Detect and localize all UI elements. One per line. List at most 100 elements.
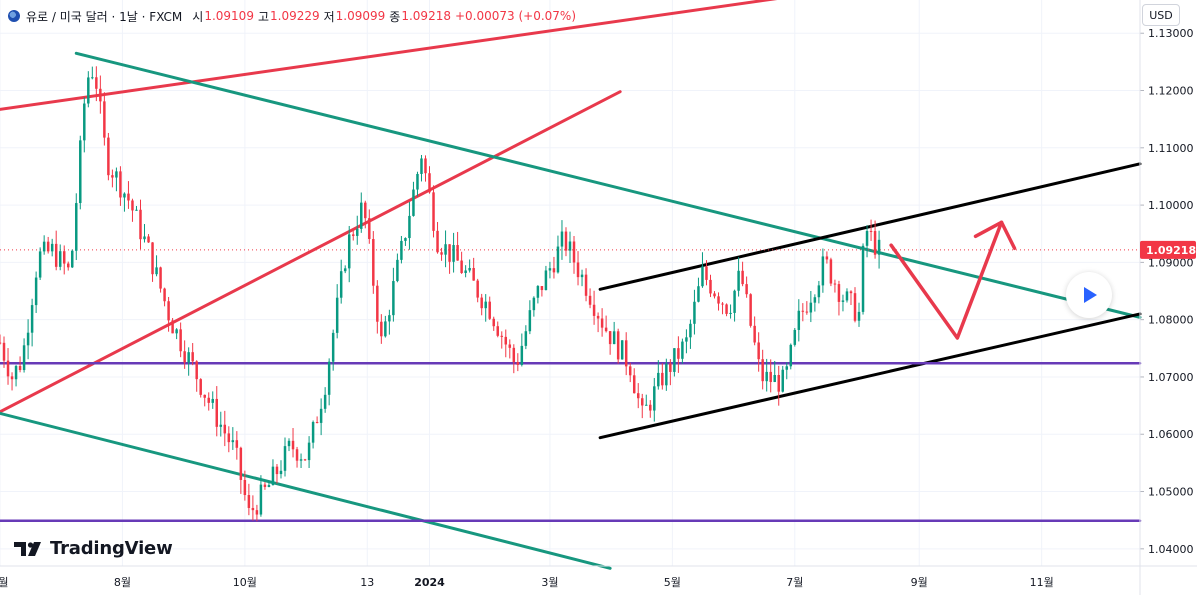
candle-body <box>548 268 552 271</box>
candle-body <box>239 447 243 480</box>
candle-body <box>50 243 54 252</box>
candle-body <box>255 510 259 515</box>
candle-body <box>588 295 592 305</box>
candle-body <box>259 484 263 515</box>
candle-body <box>26 332 30 346</box>
candle-body <box>343 268 347 272</box>
candle-body <box>432 192 435 231</box>
currency-button[interactable]: USD <box>1142 4 1180 26</box>
y-tick-label: 1.08000 <box>1148 314 1194 327</box>
candle-body <box>199 379 202 395</box>
candle-body <box>725 304 728 314</box>
candle-body <box>821 256 825 286</box>
replay-button[interactable] <box>1066 272 1112 318</box>
candle-body <box>721 303 724 305</box>
candle-body <box>30 305 34 333</box>
candle-body <box>356 228 359 236</box>
close-value: 1.09218 <box>401 9 451 23</box>
candle-body <box>54 243 58 267</box>
candle-body <box>592 304 596 316</box>
candle-body <box>171 320 174 334</box>
candle-body <box>400 240 403 260</box>
candle-body <box>673 348 676 372</box>
candle-body <box>219 424 223 427</box>
candle-body <box>544 270 548 291</box>
candle-body <box>195 361 198 380</box>
candle-body <box>380 321 383 337</box>
candle-body <box>456 245 459 261</box>
candle-body <box>749 294 752 326</box>
candle-body <box>596 315 600 319</box>
candles <box>0 66 881 522</box>
candle-body <box>416 173 419 190</box>
candle-body <box>813 297 817 303</box>
candle-body <box>600 318 604 328</box>
candle-body <box>42 241 46 252</box>
candle-body <box>641 398 644 406</box>
candle-body <box>584 274 588 296</box>
candle-body <box>496 326 499 336</box>
candle-body <box>335 297 339 333</box>
candle-body <box>95 77 98 89</box>
candle-body <box>155 267 158 275</box>
candle-body <box>488 301 491 319</box>
candle-body <box>159 267 162 289</box>
x-tick-label: 8월 <box>114 576 131 589</box>
drawing-layer <box>0 0 1142 570</box>
candle-body <box>612 331 616 345</box>
candle-body <box>307 442 311 461</box>
candle-body <box>6 360 10 377</box>
candle-body <box>572 241 576 263</box>
tradingview-logo-icon <box>14 541 41 556</box>
candle-body <box>552 268 556 273</box>
candle-body <box>737 270 740 291</box>
candle-body <box>227 433 231 443</box>
candle-body <box>869 231 873 233</box>
candle-body <box>163 288 166 302</box>
candle-body <box>508 344 512 348</box>
trendline-red-rising-lower <box>0 90 622 414</box>
candle-body <box>311 422 315 443</box>
candle-body <box>444 244 447 255</box>
candle-body <box>661 372 664 386</box>
candle-body <box>131 200 134 211</box>
candle-body <box>376 285 379 322</box>
candle-body <box>709 279 712 294</box>
candle-body <box>604 327 608 332</box>
candle-body <box>829 259 833 284</box>
low-label: 저 <box>323 9 335 24</box>
candle-body <box>733 290 736 313</box>
candle-body <box>560 231 564 247</box>
candle-body <box>440 252 443 255</box>
candle-body <box>412 189 415 216</box>
symbol-title[interactable]: 유로 / 미국 달러 · 1날 · FXCM <box>26 9 183 24</box>
brand-name: TradingView <box>50 538 173 559</box>
candle-body <box>492 318 495 327</box>
candle-body <box>287 440 291 447</box>
candle-body <box>636 393 640 399</box>
candle-body <box>384 321 387 337</box>
price-axis: 1.13000 1.12000 1.11000 1.10000 1.09000 1.080… <box>1139 0 1196 595</box>
candle-body <box>793 329 797 345</box>
candle-body <box>119 171 122 198</box>
candle-body <box>135 209 138 211</box>
candle-body <box>608 331 612 345</box>
candle-body <box>14 366 18 380</box>
candle-body <box>761 359 764 382</box>
candle-body <box>460 260 463 274</box>
y-tick-label: 1.09000 <box>1148 256 1194 269</box>
candle-body <box>745 284 748 295</box>
candle-body <box>681 341 684 359</box>
candle-body <box>556 246 560 273</box>
y-tick-label: 1.04000 <box>1148 543 1194 556</box>
x-tick-label: 6월 <box>0 576 9 589</box>
candle-body <box>38 251 42 278</box>
brand-logo[interactable]: TradingView <box>14 538 173 559</box>
candle-body <box>789 344 793 367</box>
candle-body <box>765 371 768 382</box>
candle-body <box>22 345 26 371</box>
candle-body <box>685 337 688 342</box>
candle-body <box>705 266 708 280</box>
